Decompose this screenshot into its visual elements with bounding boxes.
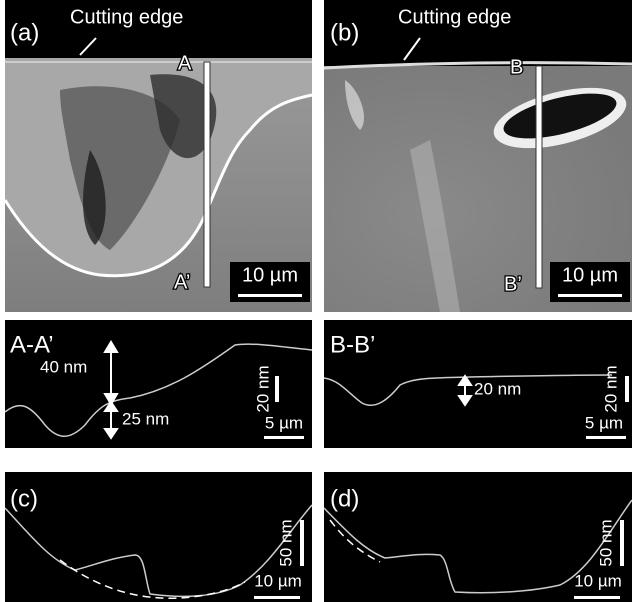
marker: B’ [504, 273, 522, 295]
figure: (a) Cutting edge A A’ 10 µm (b) Cutting … [0, 0, 632, 602]
scale-bar [238, 294, 302, 297]
scale-label: 20 nm [601, 365, 620, 412]
scale-bar [264, 436, 304, 439]
annotation: Cutting edge [70, 6, 183, 28]
marker: B [510, 56, 523, 78]
scale-bar [275, 376, 279, 402]
annotation: 25 nm [122, 409, 169, 428]
scale-bar [300, 520, 304, 566]
annotation: 20 nm [474, 379, 521, 398]
panel-b: (b) Cutting edge B B’ 10 µm [324, 0, 632, 312]
scale-label: 10 µm [254, 571, 302, 590]
scale-bar [558, 294, 622, 297]
annotation: Cutting edge [398, 6, 511, 28]
scale-label: 50 nm [596, 519, 615, 566]
profile-a: A-A’ 40 nm 25 nm 20 nm 5 µm [5, 320, 312, 448]
marker: A’ [174, 271, 190, 293]
panel-label: (b) [330, 19, 359, 46]
annotation: 40 nm [40, 357, 87, 376]
scale-label: 20 nm [253, 365, 272, 412]
panel-label: B-B’ [330, 331, 375, 358]
scale-label: 5 µm [585, 413, 623, 432]
section-line [204, 62, 210, 287]
scale-bar [620, 520, 624, 566]
section-line [536, 66, 542, 288]
scale-bar [625, 376, 629, 402]
panel-label: (d) [330, 485, 359, 512]
panel-label: (c) [10, 485, 38, 512]
section-c: (c) 50 nm 10 µm [5, 472, 312, 602]
scale-label: 50 nm [276, 519, 295, 566]
section-d: (d) 50 nm 10 µm [324, 472, 632, 602]
marker: A [178, 52, 192, 74]
panel-label: (a) [10, 19, 39, 46]
panel-label: A-A’ [10, 331, 54, 358]
scale-label: 10 µm [242, 264, 298, 286]
scale-bar [586, 436, 626, 439]
panel-a: (a) Cutting edge A A’ 10 µm [5, 0, 312, 312]
scale-label: 5 µm [265, 413, 303, 432]
profile-b: B-B’ 20 nm 20 nm 5 µm [324, 320, 632, 448]
scale-bar [574, 596, 620, 599]
scale-bar [254, 596, 300, 599]
scale-label: 10 µm [574, 571, 622, 590]
scale-label: 10 µm [562, 264, 618, 286]
